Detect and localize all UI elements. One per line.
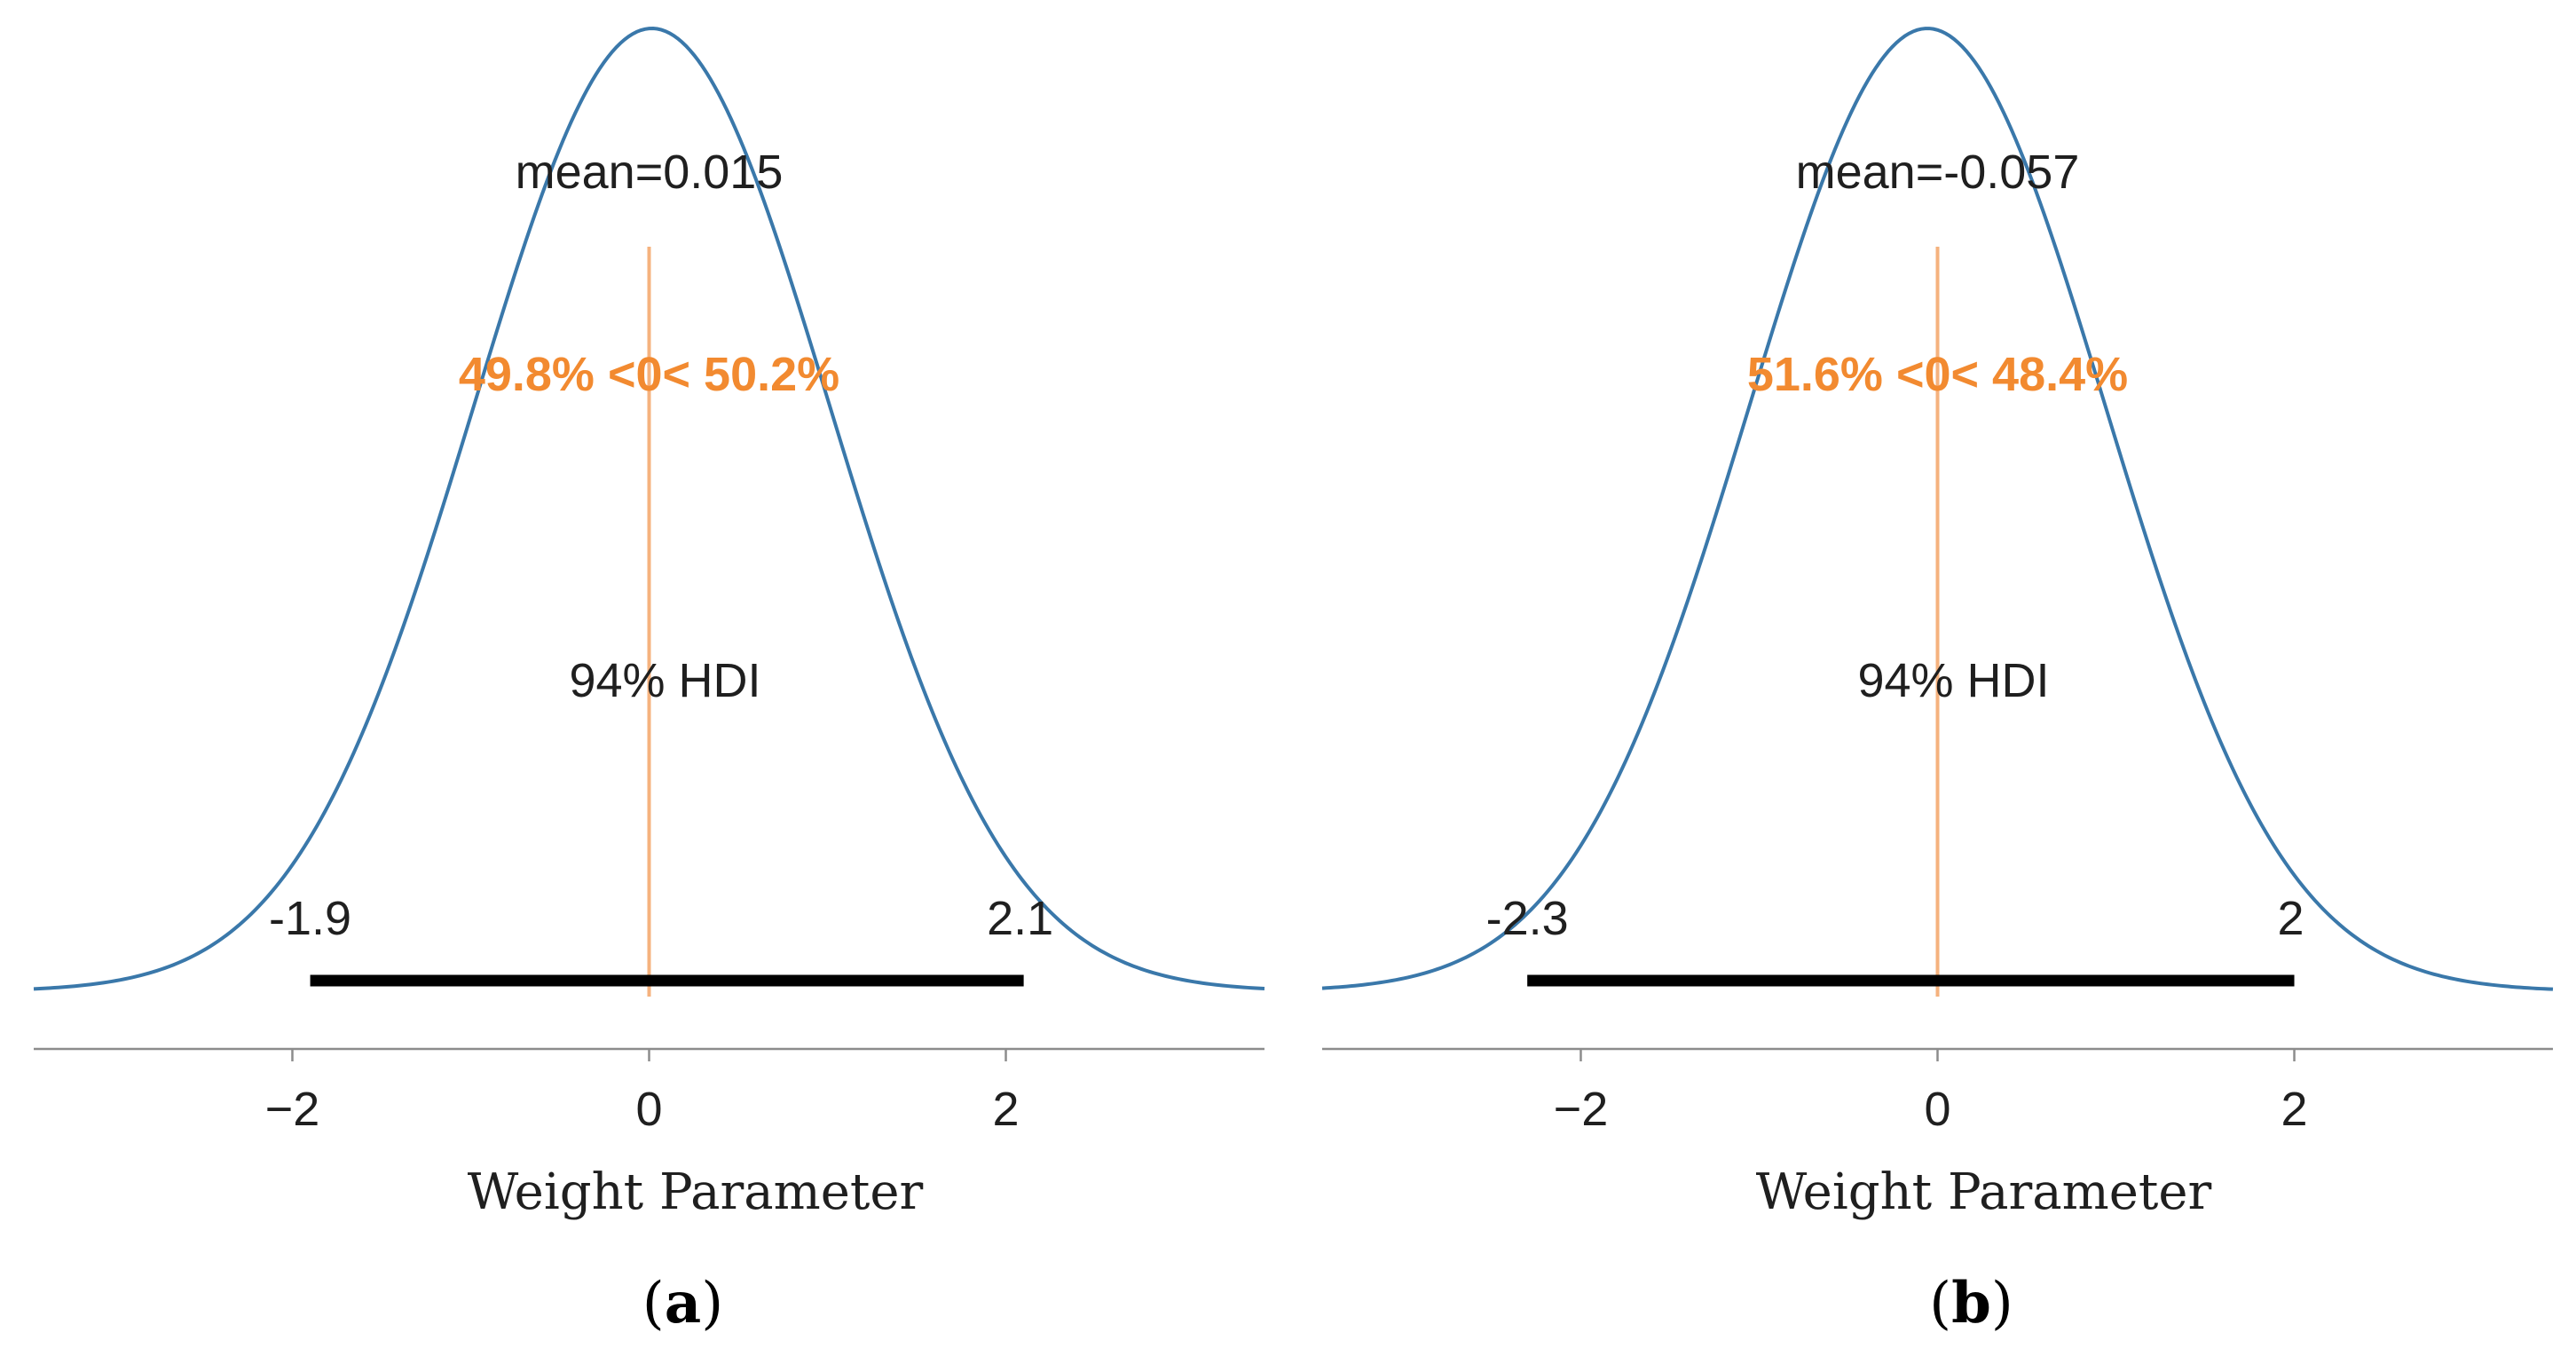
- x-tick-label: 2: [993, 1083, 1020, 1136]
- panel-paren-open: (: [1929, 1271, 1951, 1336]
- panel-paren-close: ): [1991, 1271, 2013, 1336]
- panel-paren-close: ): [701, 1271, 723, 1336]
- chart-svg-a: −2 0 2 mean=0.015 49.8% <0< 50.2% 94% HDI …: [33, 27, 1265, 1336]
- x-tick-label: −2: [1554, 1083, 1609, 1136]
- x-tick-label: −2: [265, 1083, 320, 1136]
- mean-label: mean=-0.057: [1796, 146, 2080, 199]
- panel-paren-open: (: [642, 1271, 665, 1336]
- mean-label: mean=0.015: [516, 146, 784, 199]
- reference-label: 49.8% <0< 50.2%: [459, 348, 839, 401]
- panel-letter: a: [665, 1270, 701, 1336]
- panel-label: (b): [1929, 1270, 2013, 1336]
- hdi-low-label: -1.9: [269, 892, 351, 945]
- x-ticks: −2 0 2: [265, 1049, 1020, 1136]
- x-tick-label: 2: [2281, 1083, 2308, 1136]
- chart-panel-b: −2 0 2 mean=-0.057 51.6% <0< 48.4% 94% HDI…: [1288, 0, 2576, 1356]
- x-tick-label: 0: [635, 1083, 662, 1136]
- density-curve: [33, 27, 1265, 991]
- hdi-high-label: 2.1: [987, 892, 1053, 945]
- x-axis-label: Weight Parameter: [1756, 1163, 2212, 1221]
- chart-svg-b: −2 0 2 mean=-0.057 51.6% <0< 48.4% 94% HDI…: [1321, 27, 2554, 1336]
- hdi-label: 94% HDI: [1857, 654, 2049, 707]
- chart-panel-a: −2 0 2 mean=0.015 49.8% <0< 50.2% 94% HDI …: [33, 27, 1265, 1336]
- x-tick-label: 0: [1924, 1083, 1950, 1136]
- x-ticks: −2 0 2: [1554, 1049, 2308, 1136]
- panel-label: (a): [642, 1270, 723, 1336]
- hdi-high-label: 2: [2278, 892, 2304, 945]
- reference-label: 51.6% <0< 48.4%: [1747, 348, 2128, 401]
- hdi-label: 94% HDI: [569, 654, 760, 707]
- density-curve: [1321, 27, 2554, 991]
- x-axis-label: Weight Parameter: [468, 1163, 924, 1221]
- hdi-low-label: -2.3: [1486, 892, 1569, 945]
- panel-letter: b: [1951, 1270, 1991, 1336]
